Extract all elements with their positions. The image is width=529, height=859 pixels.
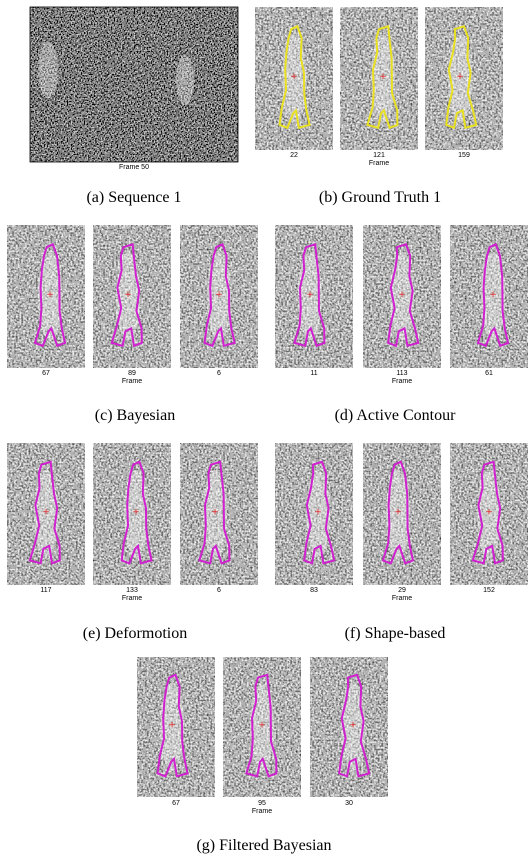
- centroid-marker: +: [349, 721, 357, 731]
- caption: (c) Bayesian: [95, 407, 175, 424]
- scene-person: [38, 42, 58, 98]
- axis-label: Frame: [369, 160, 389, 167]
- axis-label: Frame: [392, 595, 412, 602]
- target-region: [34, 470, 58, 558]
- contour: [198, 460, 231, 565]
- frame-image: [180, 443, 258, 585]
- frame-number: 159: [458, 152, 470, 159]
- centroid-marker: +: [394, 508, 402, 518]
- frame-number: 152: [483, 587, 495, 594]
- scene-image: [30, 7, 238, 162]
- frame-number: 11: [310, 370, 317, 377]
- contour: [293, 242, 326, 348]
- axis-label: Frame: [122, 378, 142, 385]
- target-region: [390, 252, 414, 341]
- contour: [110, 242, 143, 348]
- contour: [387, 243, 420, 348]
- frame-number: 89: [128, 370, 136, 377]
- frame-number: 113: [396, 370, 407, 377]
- contour: [476, 242, 510, 348]
- frame-number: 29: [398, 587, 406, 594]
- centroid-marker: +: [124, 290, 132, 300]
- contour: [366, 24, 399, 130]
- contour: [33, 242, 67, 348]
- contour: [471, 460, 504, 565]
- axis-label: Frame: [252, 808, 272, 815]
- frame-number: 6: [217, 370, 221, 377]
- contour: [278, 24, 311, 130]
- centroid-marker: +: [42, 508, 50, 518]
- frame-image: [425, 7, 503, 150]
- frame-number: 22: [290, 152, 298, 159]
- target-region: [386, 470, 410, 558]
- caption: (e) Deformotion: [83, 625, 187, 642]
- frame-number: 121: [373, 152, 385, 159]
- frame-number: 95: [258, 800, 266, 807]
- frame-image: [450, 443, 528, 585]
- centroid-marker: +: [314, 508, 322, 518]
- frame-image: [275, 443, 353, 585]
- axis-label: Frame: [392, 378, 412, 385]
- target-region: [306, 470, 330, 558]
- centroid-marker: +: [132, 508, 140, 518]
- contour: [381, 460, 415, 565]
- target-region: [477, 470, 501, 558]
- frame-number: 67: [42, 370, 50, 377]
- target-region: [116, 252, 140, 341]
- caption: (g) Filtered Bayesian: [196, 837, 331, 854]
- contour: [245, 673, 278, 778]
- frame-number: 6: [217, 587, 221, 594]
- centroid-marker: +: [456, 72, 464, 82]
- centroid-marker: +: [290, 72, 298, 82]
- target-region: [448, 34, 472, 123]
- frame-number: 133: [126, 587, 138, 594]
- centroid-marker: +: [398, 290, 406, 300]
- centroid-marker: +: [306, 290, 314, 300]
- frame-image: [363, 225, 441, 368]
- scene-person: [176, 55, 194, 105]
- frame-number: 83: [310, 587, 318, 594]
- centroid-marker: +: [258, 721, 266, 731]
- frame-image: [223, 657, 301, 797]
- contour: [28, 460, 61, 565]
- centroid-marker: +: [215, 290, 223, 300]
- frame-number: 30: [345, 800, 353, 807]
- target-region: [38, 252, 62, 341]
- caption: (a) Sequence 1: [86, 189, 181, 206]
- contour: [303, 460, 336, 565]
- centroid-marker: +: [211, 508, 219, 518]
- scene-frame: [29, 6, 239, 163]
- target-region: [341, 683, 365, 771]
- frame-number: 67: [172, 800, 180, 807]
- frame-image: [255, 7, 333, 150]
- contour: [203, 242, 236, 348]
- contour: [445, 25, 478, 130]
- contour: [156, 673, 189, 778]
- centroid-marker: +: [485, 508, 493, 518]
- frame-number: 61: [485, 370, 493, 377]
- frame-label: Frame 50: [119, 164, 149, 171]
- frame-image: [7, 443, 85, 585]
- frame-image: [93, 225, 171, 368]
- frame-number: 117: [40, 587, 51, 594]
- centroid-marker: +: [489, 290, 497, 300]
- caption: (d) Active Contour: [335, 407, 457, 424]
- centroid-marker: +: [379, 72, 387, 82]
- caption: (f) Shape-based: [345, 625, 446, 642]
- contour: [338, 673, 371, 778]
- contour: [120, 460, 153, 565]
- frame-image: [180, 225, 258, 368]
- centroid-marker: +: [168, 721, 176, 731]
- centroid-marker: +: [46, 290, 54, 300]
- target-region: [481, 252, 505, 341]
- frame-image: [275, 225, 353, 368]
- caption: (b) Ground Truth 1: [319, 189, 441, 206]
- frame-image: [310, 657, 388, 797]
- axis-label: Frame: [122, 595, 142, 602]
